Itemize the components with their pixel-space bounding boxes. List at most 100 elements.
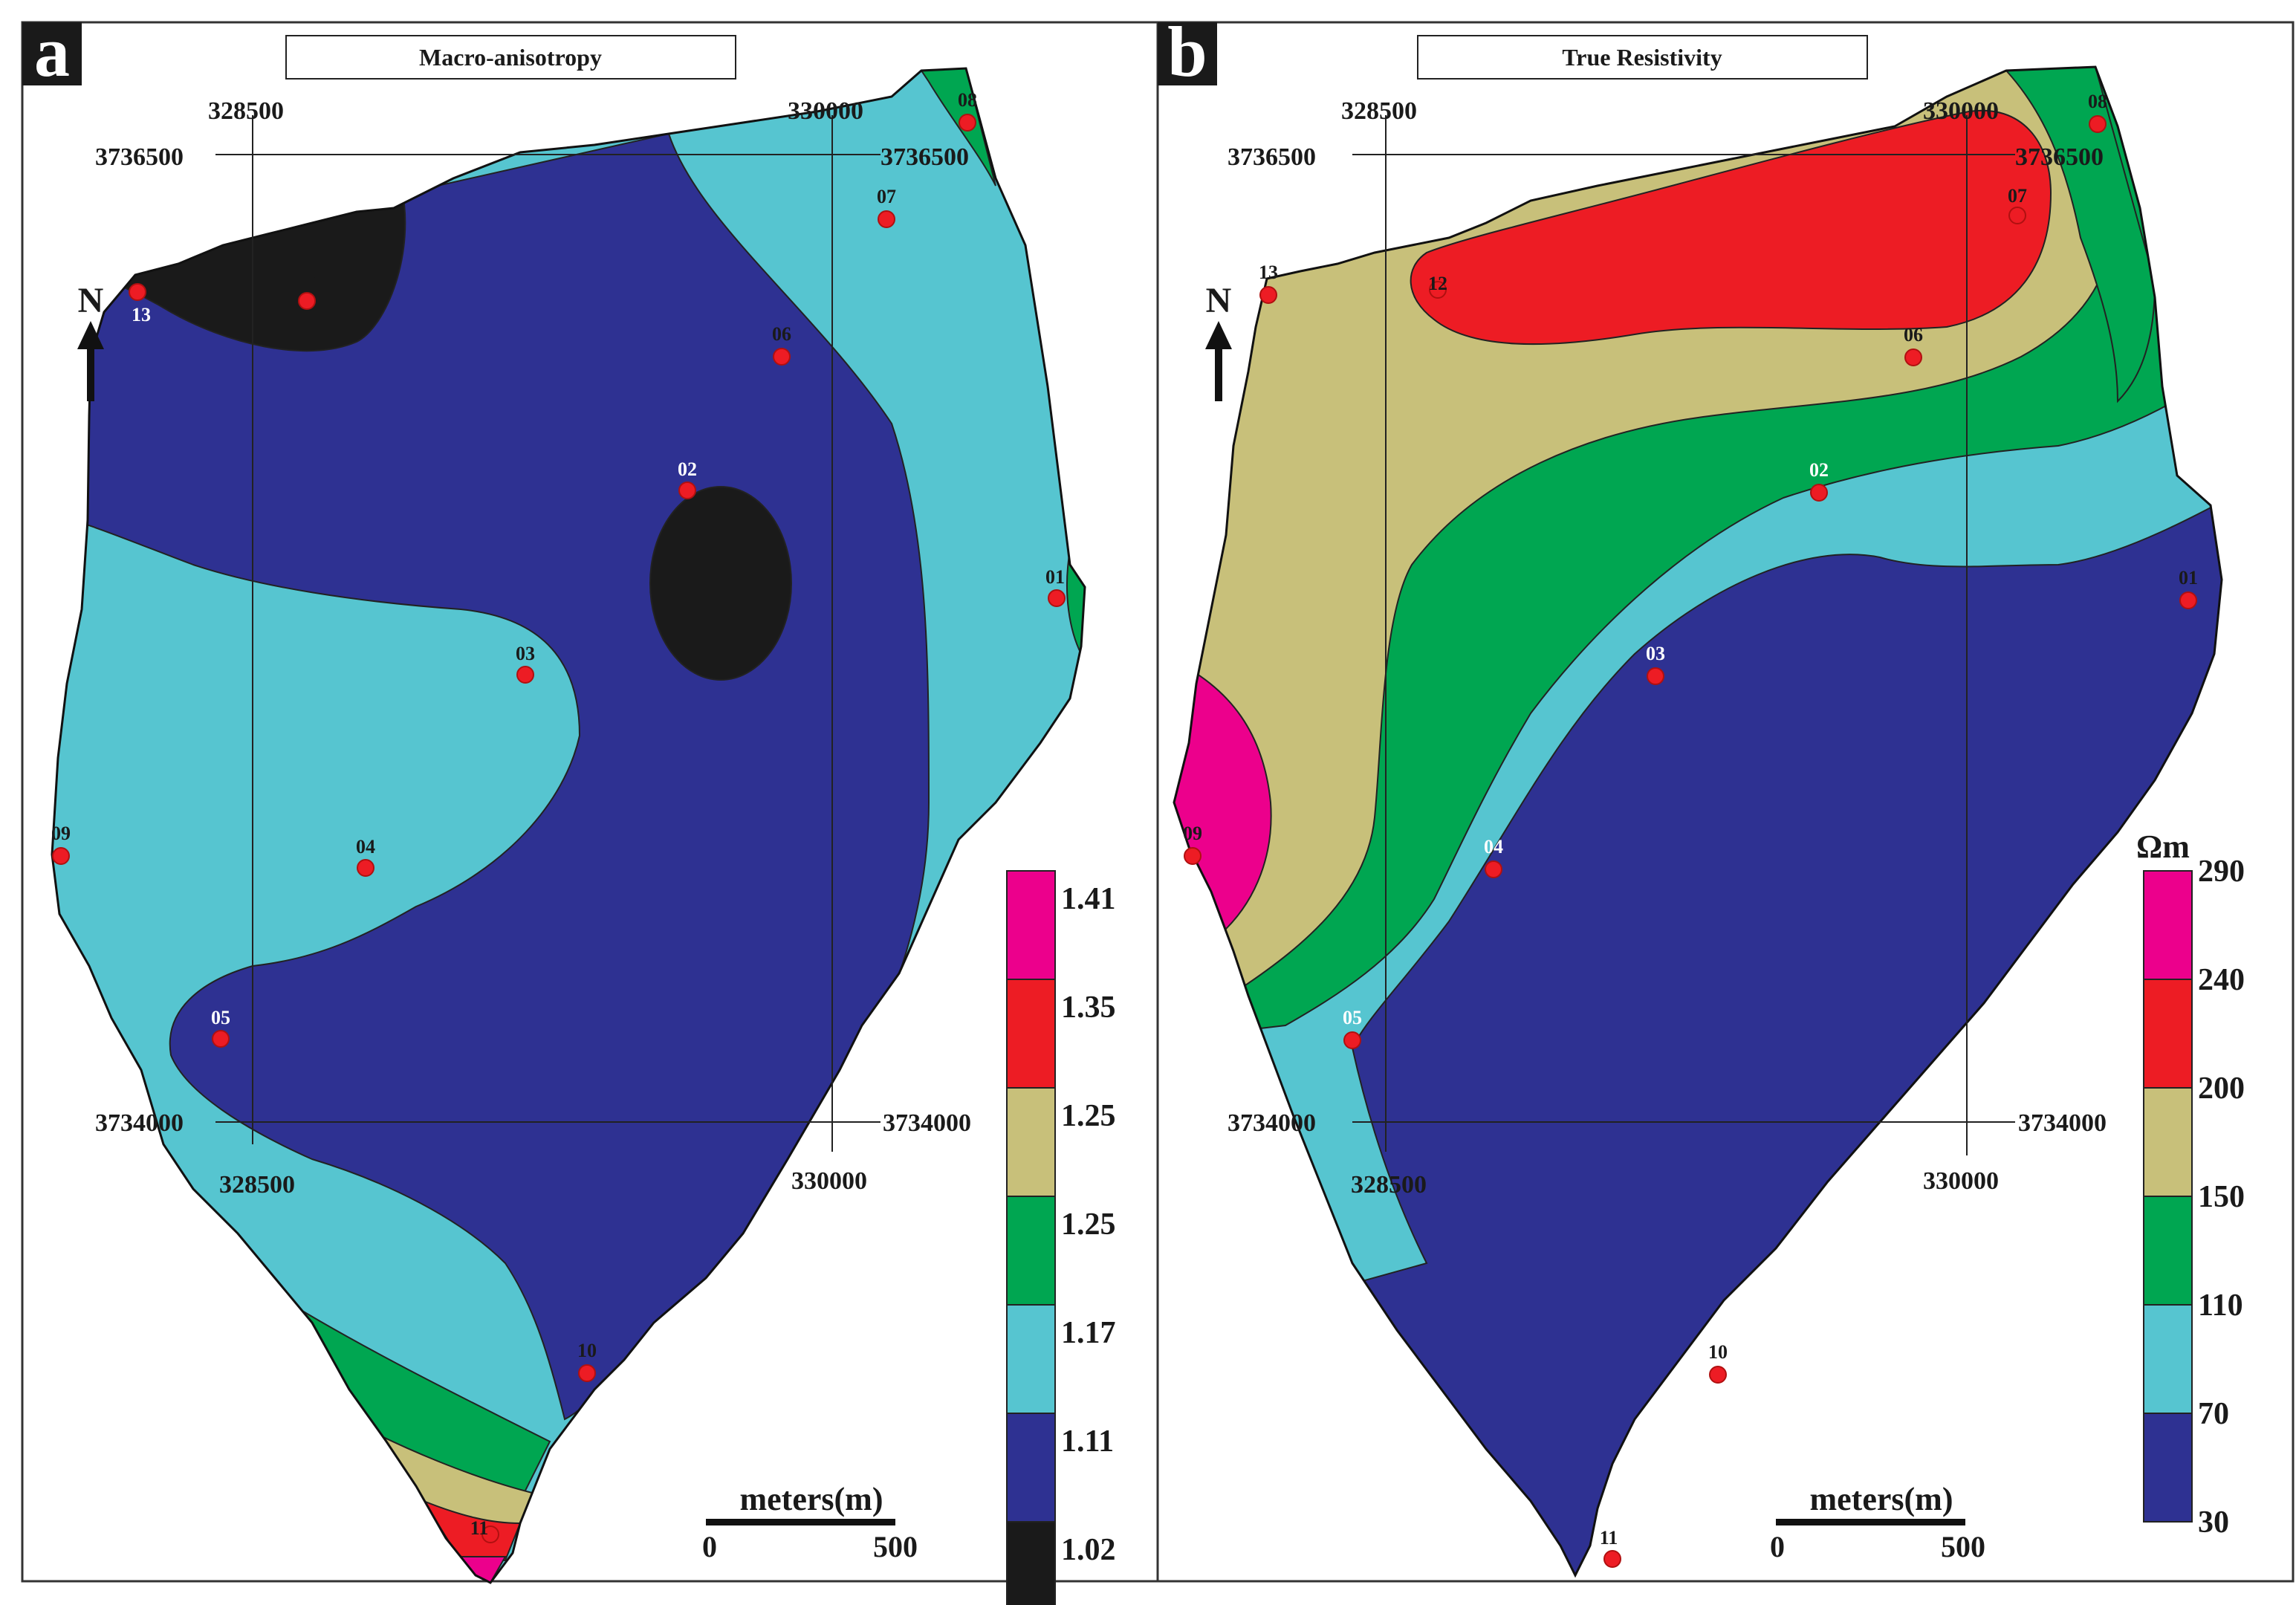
panel-b-scale-bar: meters(m) 0 500: [1770, 1481, 1985, 1563]
station-label-a-02: 02: [678, 458, 697, 480]
panel-a-title-box: [285, 35, 736, 80]
legend-label-b-4: 110: [2198, 1288, 2243, 1323]
legend-swatch-b-4: [2143, 1304, 2193, 1414]
zone-b-red: [1410, 109, 2052, 346]
station-label-a-12: 12: [297, 268, 317, 289]
station-label-a-11: 11: [470, 1517, 489, 1539]
panel-b-frame: [1156, 21, 2295, 1583]
station-marker-a-09: [52, 847, 70, 865]
panel-b-letter: b: [1167, 12, 1207, 91]
a-north-label: N: [78, 281, 104, 320]
panel-b-title: True Resistivity: [1562, 44, 1722, 71]
a-scale-line: [706, 1519, 895, 1525]
station-label-a-07: 07: [877, 186, 896, 207]
station-label-a-10: 10: [577, 1340, 597, 1361]
legend-label-b-5: 70: [2198, 1397, 2229, 1431]
a-x-bottom-1: 328500: [219, 1171, 295, 1199]
legend-label-a-1: 1.35: [1061, 990, 1116, 1025]
panel-b-north-arrow: N: [1205, 281, 1232, 401]
station-marker-b-04: [1485, 860, 1502, 878]
station-label-b-05: 05: [1343, 1007, 1362, 1028]
a-x-top-1: 328500: [208, 97, 284, 125]
north-arrow-icon: [1205, 321, 1232, 401]
station-marker-a-10: [578, 1364, 596, 1382]
panel-b-letter-box: [1158, 22, 1217, 85]
station-marker-a-07: [878, 210, 895, 228]
station-label-b-06: 06: [1904, 324, 1923, 346]
station-label-b-04: 04: [1484, 836, 1503, 857]
panel-a-north-arrow: N: [77, 281, 104, 401]
station-marker-b-07: [2008, 207, 2026, 224]
b-scale-line: [1776, 1519, 1965, 1525]
station-marker-b-06: [1904, 348, 1922, 366]
a-scale-start: 0: [702, 1530, 717, 1563]
station-label-b-09: 09: [1183, 823, 1202, 844]
zone-a-black-center: [649, 486, 792, 681]
b-x-bottom-2: 330000: [1923, 1167, 1999, 1195]
station-marker-b-11: [1603, 1550, 1621, 1568]
station-label-b-12: 12: [1428, 273, 1447, 294]
b-y-bottom-right: 3734000: [2018, 1109, 2107, 1137]
panel-a-letter: a: [34, 12, 70, 91]
b-scale-end: 500: [1941, 1530, 1985, 1563]
legend-label-b-1: 240: [2198, 963, 2245, 997]
panel-a-letter-box: [22, 22, 82, 85]
legend-label-b-6: 30: [2198, 1505, 2229, 1540]
legend-label-a-6: 1.02: [1061, 1533, 1116, 1567]
station-marker-a-03: [516, 666, 534, 684]
north-arrow-icon: [77, 321, 104, 401]
station-label-a-08: 08: [958, 89, 977, 111]
a-y-top-right: 3736500: [881, 143, 969, 171]
legend-label-b-3: 150: [2198, 1180, 2245, 1214]
station-label-b-13: 13: [1259, 262, 1278, 283]
station-marker-a-02: [678, 482, 696, 499]
station-marker-a-05: [212, 1030, 230, 1048]
panel-b: 328500 330000 3736500 3736500 3734000 37…: [1156, 12, 2295, 1583]
legend-label-a-5: 1.11: [1061, 1424, 1114, 1459]
a-y-top-left: 3736500: [95, 143, 184, 171]
legend-swatch-b-1: [2143, 979, 2193, 1089]
station-label-a-09: 09: [51, 823, 71, 844]
a-y-bottom-left: 3734000: [95, 1109, 184, 1137]
panel-a-legend: 1.41 1.35 1.25 1.25 1.17 1.11 1.02: [1006, 870, 1116, 1605]
legend-label-a-0: 1.41: [1061, 882, 1116, 916]
b-north-label: N: [1206, 281, 1232, 320]
legend-swatch-a-0: [1006, 870, 1056, 980]
b-y-top-right: 3736500: [2015, 143, 2104, 171]
legend-label-a-2: 1.25: [1061, 1099, 1116, 1133]
a-scale-title: meters(m): [740, 1481, 883, 1517]
panel-a-grid: [215, 115, 881, 1152]
zone-b-green-ne: [2005, 67, 2156, 403]
panel-a: 328500 330000 3736500 3736500 3734000 37…: [21, 12, 1159, 1605]
station-label-b-07: 07: [2008, 185, 2027, 207]
panel-a-stations: 01 02 03 04 05 06 07 08 09 10 11 12 13: [51, 89, 1066, 1543]
station-marker-a-11: [481, 1525, 499, 1543]
b-x-top-2: 330000: [1923, 97, 1999, 125]
b-scale-title: meters(m): [1810, 1481, 1953, 1517]
panel-b-stations: 01 02 03 04 05 06 07 08 09 10 11 12 13: [1183, 91, 2198, 1568]
station-marker-a-08: [959, 114, 976, 132]
legend-swatch-a-4: [1006, 1304, 1056, 1414]
panel-a-scale-bar: meters(m) 0 500: [702, 1481, 918, 1563]
station-marker-a-06: [773, 348, 791, 366]
b-scale-start: 0: [1770, 1530, 1785, 1563]
legend-swatch-b-0: [2143, 870, 2193, 980]
legend-label-a-3: 1.25: [1061, 1207, 1116, 1242]
zone-a-blue: [52, 132, 930, 1421]
legend-swatch-a-5: [1006, 1413, 1056, 1523]
panel-b-map: [1174, 67, 2222, 1575]
legend-swatch-a-3: [1006, 1196, 1056, 1306]
legend-label-b-0: 290: [2198, 855, 2245, 889]
station-marker-b-03: [1647, 667, 1664, 685]
station-marker-b-08: [2089, 115, 2107, 133]
legend-unit-b: Ωm: [2136, 829, 2190, 865]
station-label-a-01: 01: [1045, 566, 1065, 588]
legend-swatch-a-1: [1006, 979, 1056, 1089]
station-marker-a-12: [298, 292, 316, 310]
station-marker-a-13: [129, 283, 146, 301]
a-x-bottom-2: 330000: [791, 1167, 867, 1195]
station-marker-b-13: [1259, 286, 1277, 304]
a-x-top-2: 330000: [788, 97, 863, 125]
station-label-a-06: 06: [772, 323, 791, 345]
legend-label-b-2: 200: [2198, 1071, 2245, 1106]
